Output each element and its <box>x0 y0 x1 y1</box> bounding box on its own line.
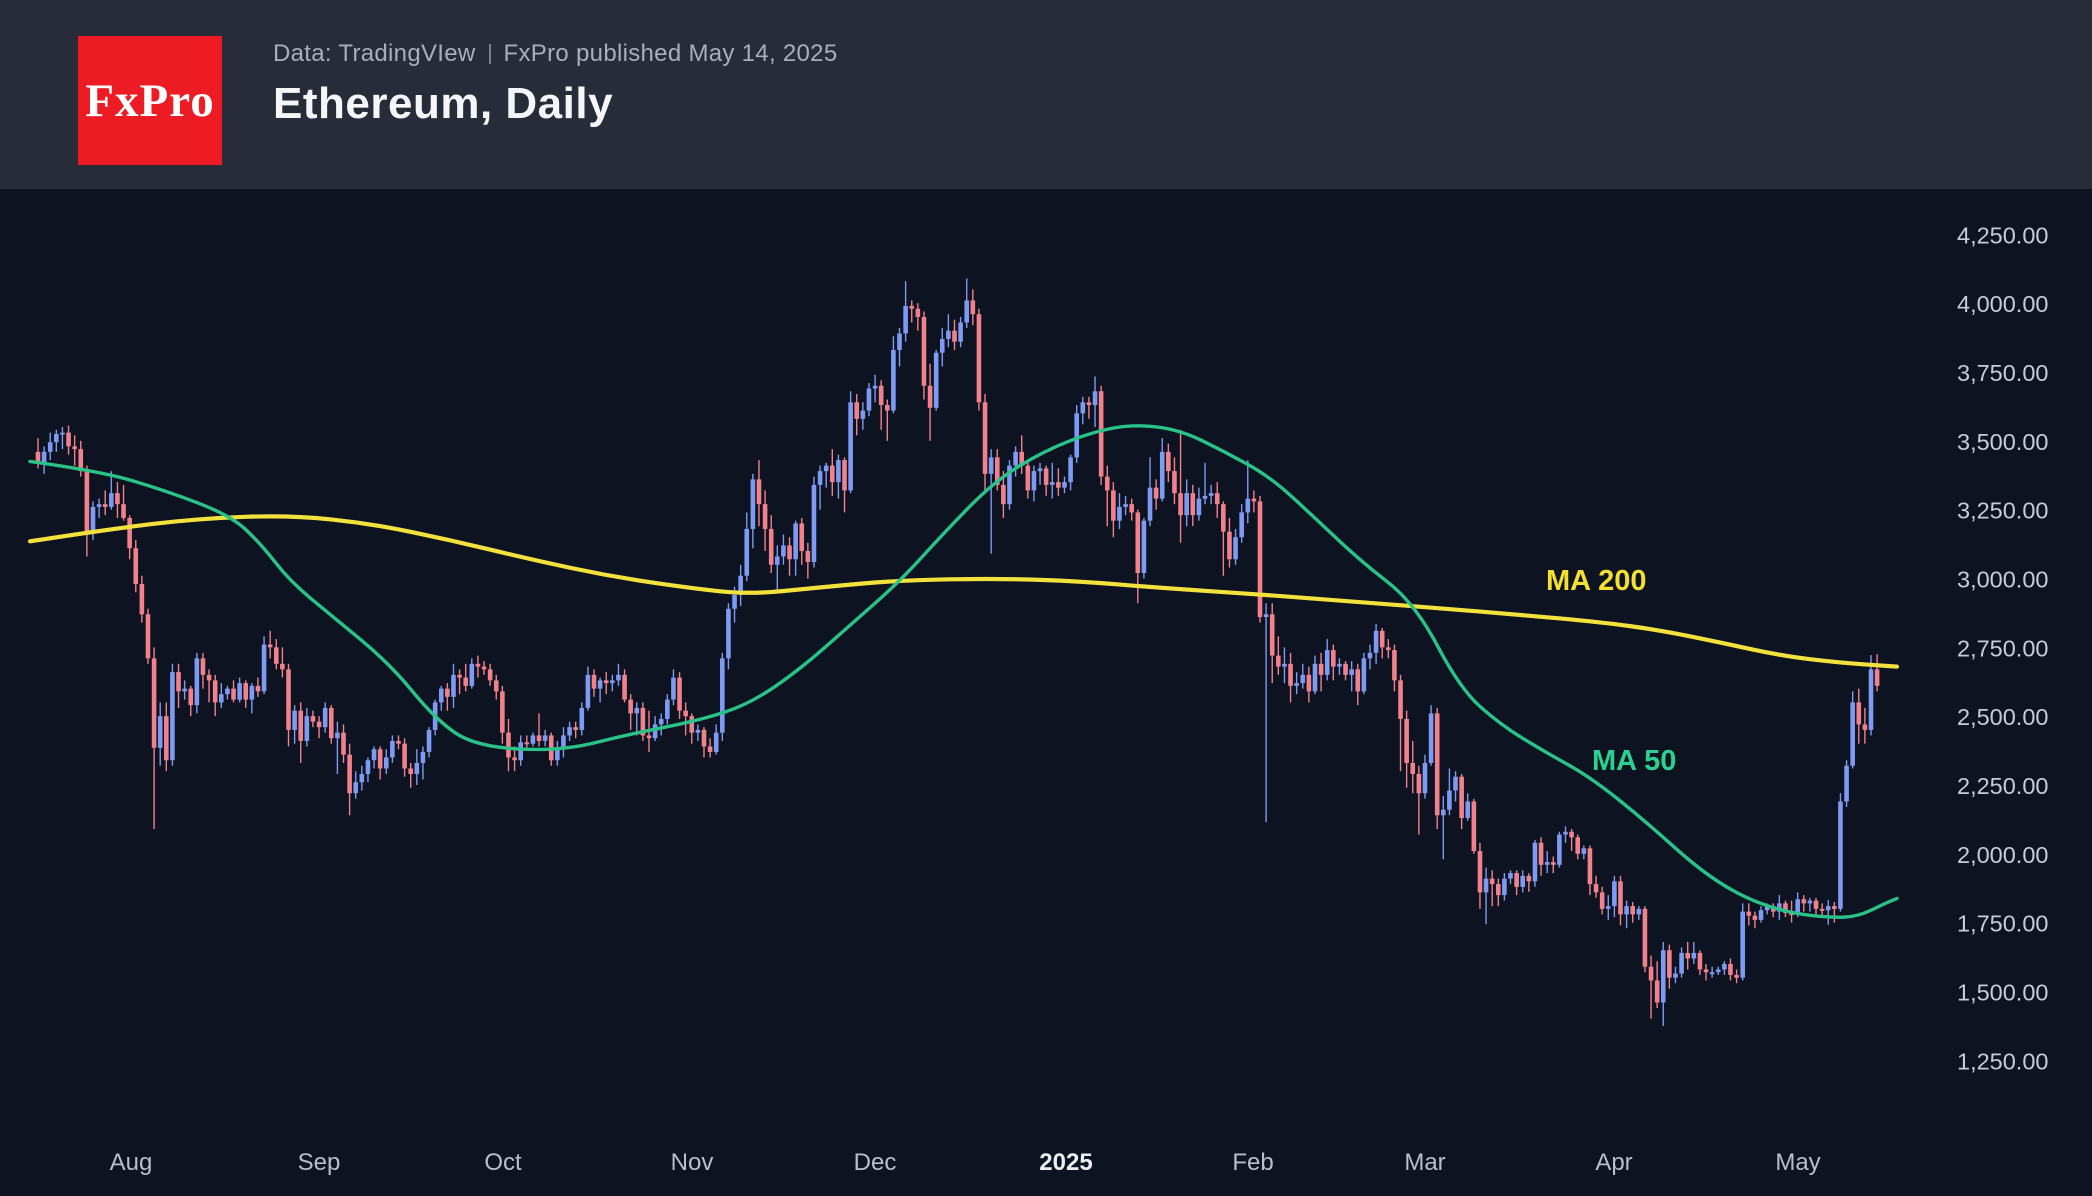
source-line: Data: TradingVIew FxPro published May 14… <box>273 40 837 68</box>
price-chart: 4,250.00 4,000.00 3,750.00 3,500.00 3,250.00… <box>0 189 2092 1196</box>
y-axis-label: 2,250.00 <box>1957 773 2048 799</box>
x-axis-label: Aug <box>110 1149 153 1176</box>
y-axis-label: 3,500.00 <box>1957 429 2048 455</box>
ma200-label: MA 200 <box>1546 565 1646 597</box>
x-axis-label: Feb <box>1232 1149 1273 1176</box>
x-axis-label: Dec <box>854 1149 897 1176</box>
y-axis-label: 1,250.00 <box>1957 1048 2048 1074</box>
y-axis-label: 2,750.00 <box>1957 635 2048 661</box>
x-axis-label: Oct <box>484 1149 522 1176</box>
y-axis-label: 3,000.00 <box>1957 566 2048 592</box>
y-axis-label: 1,750.00 <box>1957 911 2048 937</box>
title-block: Data: TradingVIew FxPro published May 14… <box>273 40 837 129</box>
x-axis-label: May <box>1775 1149 1820 1176</box>
data-source-label: Data: TradingVIew <box>273 40 476 67</box>
fxpro-logo-text: FxPro <box>85 74 215 127</box>
x-axis-label: Mar <box>1404 1149 1445 1176</box>
y-axis-label: 1,500.00 <box>1957 979 2048 1005</box>
x-axis-label: Sep <box>298 1149 341 1176</box>
candles-group <box>35 278 1880 1026</box>
chart-title: Ethereum, Daily <box>273 79 614 128</box>
candlestick-canvas: 4,250.00 4,000.00 3,750.00 3,500.00 3,250.00… <box>27 222 2048 1176</box>
divider <box>488 44 491 64</box>
y-axis-label: 2,000.00 <box>1957 842 2048 868</box>
published-label: FxPro published May 14, 2025 <box>503 40 838 67</box>
ma50-line <box>28 424 1899 919</box>
y-axis-label: 2,500.00 <box>1957 704 2048 730</box>
y-axis-label: 4,000.00 <box>1957 291 2048 317</box>
x-axis-label: 2025 <box>1039 1149 1092 1176</box>
x-axis-label: Nov <box>671 1149 714 1176</box>
y-axis-label: 3,750.00 <box>1957 360 2048 386</box>
ma200-line <box>27 514 1900 669</box>
x-axis-label: Apr <box>1595 1149 1632 1176</box>
ma50-label: MA 50 <box>1592 745 1676 777</box>
fxpro-logo: FxPro <box>78 36 222 165</box>
y-axis-label: 3,250.00 <box>1957 498 2048 524</box>
header: FxPro Data: TradingVIew FxPro published … <box>0 0 2092 189</box>
y-axis-label: 4,250.00 <box>1957 222 2048 248</box>
